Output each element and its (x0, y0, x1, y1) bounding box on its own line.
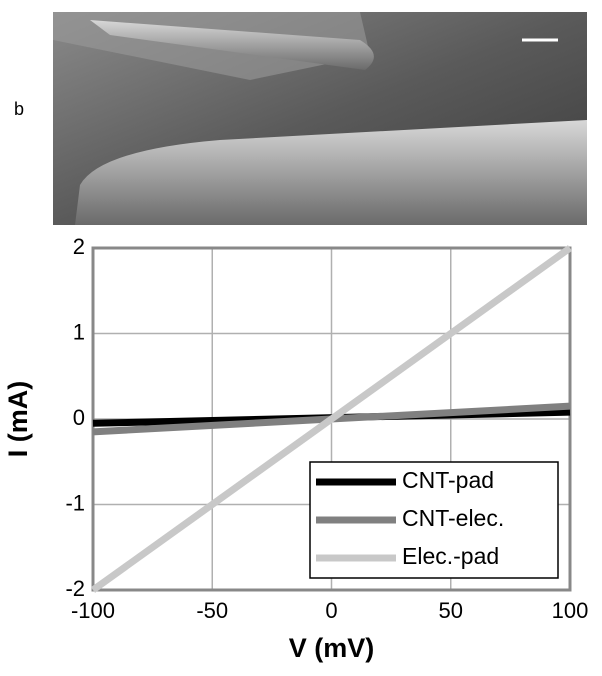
x-tick-label: 100 (552, 598, 589, 623)
x-axis-label: V (mV) (289, 633, 375, 663)
x-tick-label: 50 (439, 598, 463, 623)
y-tick-label: 2 (73, 234, 85, 259)
legend-label: CNT-pad (402, 467, 494, 493)
x-tick-label: 0 (325, 598, 337, 623)
x-tick-label: -50 (196, 598, 228, 623)
legend-label: CNT-elec. (402, 505, 504, 531)
sem-image (53, 12, 587, 225)
chart: -100 -50 0 50 100 -2 -1 0 1 2 V (mV) I (mA) CNT-pad C… (3, 234, 588, 663)
legend-label: Elec.-pad (402, 543, 499, 569)
panel-label: b (14, 99, 24, 119)
y-tick-label: -1 (65, 490, 85, 515)
y-tick-label: 0 (73, 405, 85, 430)
y-tick-label: 1 (73, 319, 85, 344)
y-tick-label: -2 (65, 576, 85, 601)
axes-frame (91, 246, 572, 592)
y-axis-label: I (mA) (3, 381, 33, 458)
series-line (90, 245, 573, 593)
x-tick-label: -100 (71, 598, 115, 623)
